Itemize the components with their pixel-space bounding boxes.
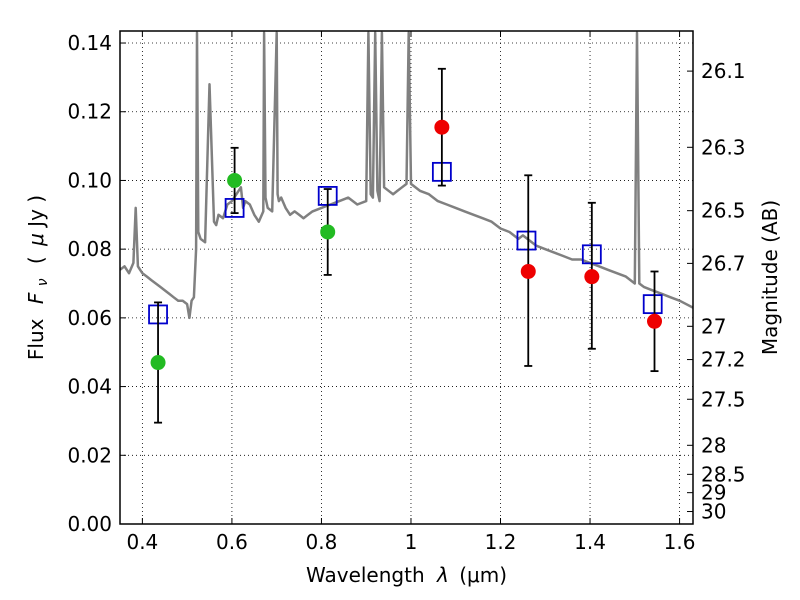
y2-axis-title: Magnitude (AB): [758, 200, 782, 355]
green-data-point: [320, 224, 336, 240]
y2-tick-label: 28.5: [701, 462, 746, 486]
red-data-point: [434, 119, 450, 135]
y2-tick-label: 26.5: [701, 199, 746, 223]
y-tick-label: 0.14: [67, 31, 112, 55]
red-data-point: [647, 313, 663, 329]
y2-tick-label: 29: [701, 481, 726, 505]
y2-tick-label: 27.2: [701, 348, 746, 372]
x-tick-label: 1.6: [664, 530, 696, 554]
green-data-point: [227, 172, 243, 188]
y-tick-label: 0.12: [67, 100, 112, 124]
template-spectrum-line: [120, 31, 693, 320]
x-tick-label: 0.8: [306, 530, 338, 554]
y2-tick-label: 26.1: [701, 59, 746, 83]
plot-area: [120, 31, 693, 424]
x-tick-label: 0.6: [216, 530, 248, 554]
y-tick-label: 0.02: [67, 443, 112, 467]
y-tick-label: 0.08: [67, 237, 112, 261]
y-axis-title: Flux F ν ( μ Jy ): [24, 195, 52, 360]
y2-tick-label: 28: [701, 433, 726, 457]
y2-tick-label: 30: [701, 500, 726, 524]
y2-tick-label: 27: [701, 314, 726, 338]
y2-tick-label: 26.3: [701, 135, 746, 159]
green-data-point: [150, 355, 166, 371]
x-axis-title: Wavelength λ (μm): [306, 563, 507, 587]
model-flux-square: [516, 230, 537, 251]
y2-tick-label: 26.7: [701, 251, 746, 275]
y-tick-label: 0.10: [67, 168, 112, 192]
model-flux-square: [642, 294, 663, 315]
x-tick-label: 0.4: [126, 530, 158, 554]
x-tick-label: 1.4: [574, 530, 606, 554]
plot-frame: [119, 30, 694, 525]
axes-ticks: 0.4 0.6 0.8 1 1.2 1.4 1.6 0.00 0.02 0.04 0.06 0.08 0…: [67, 31, 746, 554]
red-data-point: [584, 269, 600, 285]
y-tick-label: 0.06: [67, 306, 112, 330]
y-tick-label: 0.04: [67, 375, 112, 399]
x-tick-label: 1: [405, 530, 418, 554]
red-data-point: [520, 263, 536, 279]
y2-tick-label: 27.5: [701, 387, 746, 411]
x-tick-label: 1.2: [485, 530, 517, 554]
y-tick-label: 0.00: [67, 512, 112, 536]
